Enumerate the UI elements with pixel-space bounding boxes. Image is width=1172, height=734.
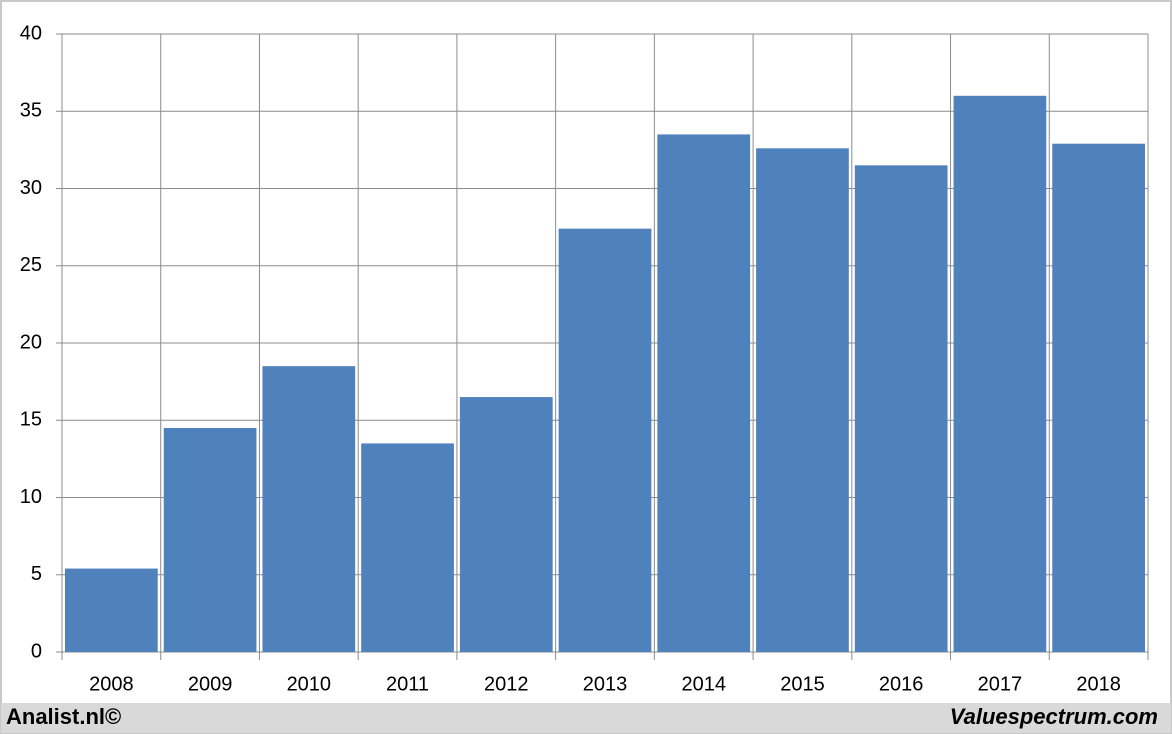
x-tick-label: 2008 bbox=[89, 673, 134, 695]
x-tick-label: 2011 bbox=[386, 673, 429, 695]
y-tick-label: 10 bbox=[20, 486, 42, 508]
y-tick-label: 40 bbox=[20, 22, 42, 44]
bar bbox=[1052, 143, 1145, 652]
x-tick-label: 2018 bbox=[1076, 673, 1121, 695]
x-tick-label: 2009 bbox=[188, 673, 233, 695]
bar bbox=[65, 568, 158, 652]
y-tick-label: 25 bbox=[20, 254, 42, 276]
bar bbox=[854, 165, 948, 652]
bar bbox=[163, 427, 257, 652]
x-tick-label: 2013 bbox=[583, 673, 628, 695]
bar bbox=[262, 366, 356, 652]
bar bbox=[361, 443, 454, 652]
y-tick-label: 0 bbox=[31, 640, 42, 662]
x-tick-label: 2017 bbox=[978, 673, 1023, 695]
y-tick-label: 5 bbox=[31, 563, 42, 585]
x-tick-label: 2014 bbox=[681, 673, 726, 695]
y-tick-label: 30 bbox=[20, 177, 42, 199]
credit-left: Analist.nl© bbox=[6, 704, 121, 729]
y-tick-label: 20 bbox=[20, 331, 42, 353]
x-tick-label: 2016 bbox=[879, 673, 924, 695]
x-tick-label: 2010 bbox=[287, 673, 332, 695]
x-tick-label: 2015 bbox=[780, 673, 825, 695]
credit-right: Valuespectrum.com bbox=[950, 704, 1158, 729]
y-tick-label: 15 bbox=[20, 409, 42, 431]
y-tick-label: 35 bbox=[20, 100, 42, 122]
bar bbox=[756, 148, 849, 652]
bar bbox=[953, 95, 1047, 653]
bar bbox=[459, 397, 553, 652]
footer-bar bbox=[1, 703, 1171, 733]
bar bbox=[657, 134, 751, 653]
bar bbox=[558, 228, 652, 653]
x-tick-label: 2012 bbox=[484, 673, 529, 695]
